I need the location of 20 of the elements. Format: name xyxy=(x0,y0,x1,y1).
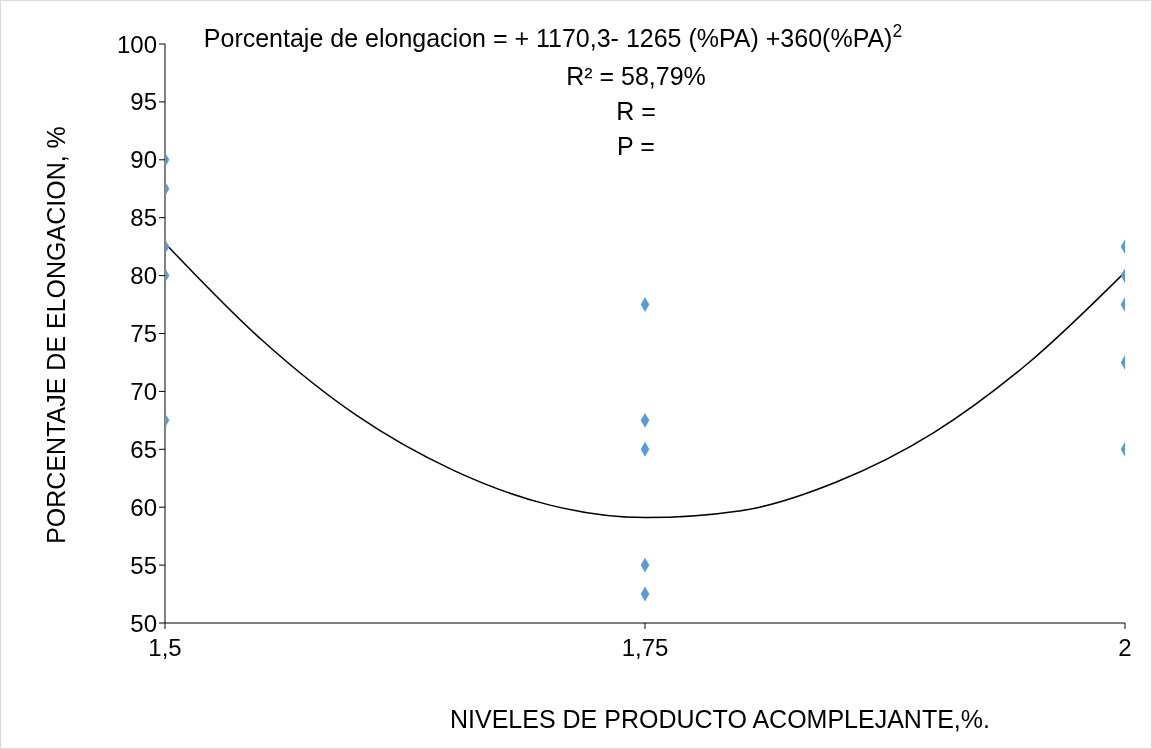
x-tick-label: 2 xyxy=(1118,634,1132,662)
y-tick-label: 70 xyxy=(130,377,157,405)
y-tick-label: 85 xyxy=(130,204,157,232)
x-tick-label: 1,5 xyxy=(148,634,182,662)
y-tick-label: 80 xyxy=(130,262,157,290)
x-tick-label: 1,75 xyxy=(621,634,669,662)
annotation: P = xyxy=(617,132,655,160)
x-axis-title: NIVELES DE PRODUCTO ACOMPLEJANTE,%. xyxy=(450,705,990,733)
y-tick-label: 75 xyxy=(130,320,157,348)
y-tick-label: 90 xyxy=(130,146,157,174)
y-tick-label: 50 xyxy=(130,609,157,637)
y-tick-label: 65 xyxy=(130,435,157,463)
annotation: R² = 58,79% xyxy=(566,62,706,90)
y-tick-label: 100 xyxy=(116,30,157,58)
y-tick-label: 95 xyxy=(130,88,157,116)
y-tick-label: 55 xyxy=(130,551,157,579)
y-axis-title: PORCENTAJE DE ELONGACION, % xyxy=(42,126,70,544)
annotation: R = xyxy=(616,97,656,125)
y-tick-label: 60 xyxy=(130,493,157,521)
chart-title: Porcentaje de elongacion = + 1170,3- 1265 (%PA) +360(%PA)$^{2}$ xyxy=(203,21,903,52)
